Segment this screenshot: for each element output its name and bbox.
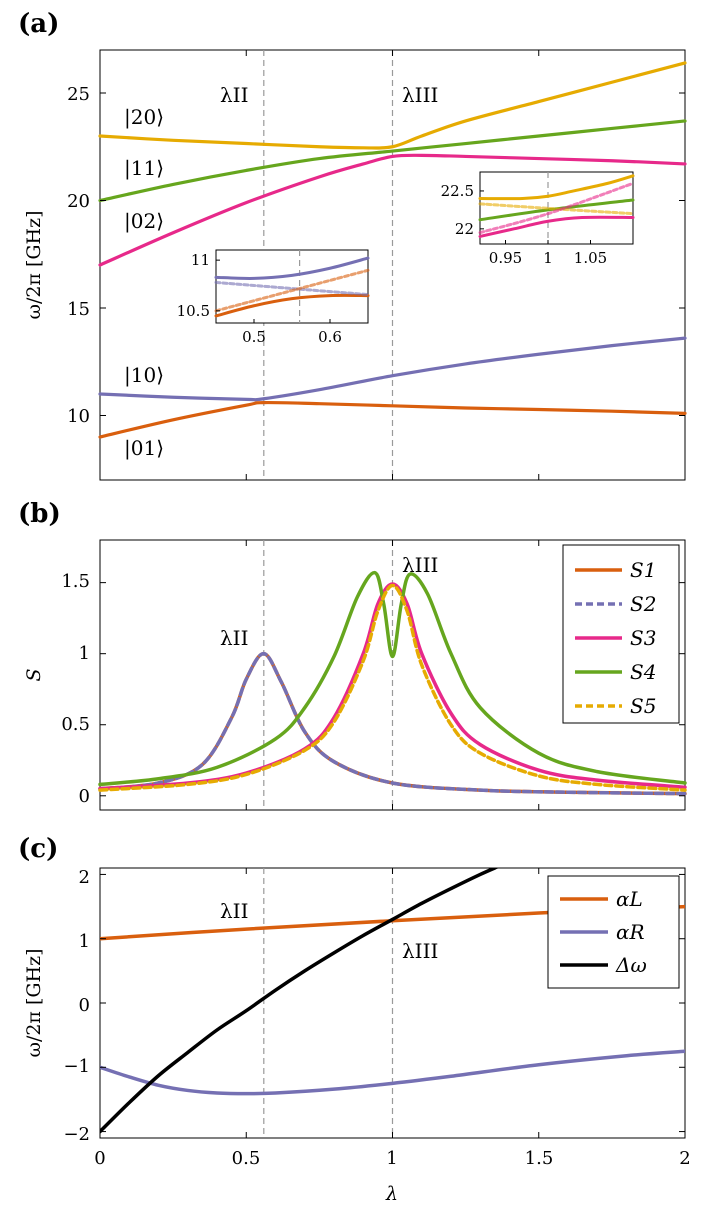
b-series-S4 <box>98 570 687 787</box>
inset1-series-2 <box>214 280 370 297</box>
inset2-series-3 <box>478 202 635 216</box>
a-series-dashed-2 <box>99 154 686 266</box>
panel-a-label: (a) <box>18 9 59 39</box>
inset1-ytick-label-1: 11 <box>191 251 210 269</box>
c-series-1 <box>100 1049 685 1096</box>
inset1-xtick-label-0: 0.5 <box>242 328 266 346</box>
inset-right: 0.95 1 1.05 22 22.5 <box>441 171 635 267</box>
panel-b: 0 0.5 1 1.5 S λII λIII S1 S2 S3 S4 S5 <box>23 539 687 811</box>
inset2-ytick-label-0: 22 <box>455 220 474 238</box>
inset2-series-1 <box>478 198 635 222</box>
ket-02-label: |02⟩ <box>124 209 164 234</box>
c-xtick-1.5: 1.5 <box>525 1148 554 1169</box>
c-xtick-2: 2 <box>679 1148 690 1169</box>
inset1-series-0 <box>214 256 370 280</box>
c-xtick-1: 1 <box>386 1148 397 1169</box>
c-ytick-1: 1 <box>79 931 90 952</box>
c-xtick-0.5: 0.5 <box>232 1148 261 1169</box>
ket-10-label: |10⟩ <box>124 363 164 388</box>
c-ytick-2: 2 <box>79 867 90 888</box>
b-ylabel: S <box>23 668 45 681</box>
inset-left: 0.5 0.6 10.5 11 <box>177 249 370 346</box>
b-legend-label-S3: S3 <box>630 626 656 650</box>
a-lambda-ii: λII <box>220 83 248 107</box>
c-lambda-ii: λII <box>220 899 248 923</box>
inset1-ytick-label-0: 10.5 <box>177 302 210 320</box>
c-ylabel: ω/2π [GHz] <box>23 948 45 1057</box>
b-legend-label-S4: S4 <box>630 660 656 684</box>
inset2-series-0 <box>478 174 635 201</box>
a-series-dashed-1 <box>99 120 686 202</box>
panel-a: 10 15 20 25 ω/2π [GHz] λII λIII |20⟩ |11… <box>23 49 687 481</box>
inset2-xtick-label-1: 1 <box>543 249 553 267</box>
b-ytick-0.5: 0.5 <box>61 714 90 735</box>
b-series-S2 <box>98 651 687 796</box>
ket-20-label: |20⟩ <box>124 105 164 130</box>
c-legend-label-0: αL <box>616 887 643 911</box>
a-ytick-25: 25 <box>67 84 90 105</box>
c-ytick-0: 0 <box>79 995 90 1016</box>
ket-01-label: |01⟩ <box>124 436 164 461</box>
c-legend-label-1: αR <box>616 920 645 944</box>
b-ytick-0: 0 <box>79 786 90 807</box>
inset1-xtick-label-1: 0.6 <box>318 328 342 346</box>
a-ytick-15: 15 <box>67 299 90 320</box>
b-legend: S1 S2 S3 S4 S5 <box>562 544 680 724</box>
c-legend: αL αR Δω <box>547 875 680 989</box>
inset2-xtick-label-0: 0.95 <box>489 249 522 267</box>
a-series-dashed-0 <box>99 62 686 149</box>
inset1-series-3 <box>214 268 370 313</box>
c-xtick-0: 0 <box>94 1148 105 1169</box>
b-lambda-ii: λII <box>220 626 248 650</box>
b-series-S5 <box>98 583 687 792</box>
b-ytick-1: 1 <box>79 643 90 664</box>
panel-c: −2 −1 0 1 2 0 0.5 1 1.5 2 ω/2π [GHz] λ λ… <box>23 867 691 1205</box>
inset2-series-4 <box>478 181 635 235</box>
b-ytick-1.5: 1.5 <box>61 571 90 592</box>
c-xlabel: λ <box>385 1183 398 1205</box>
a-series-dashed-3 <box>99 337 686 401</box>
inset2-series-2 <box>478 215 635 238</box>
panel-c-label: (c) <box>18 834 58 864</box>
inset2-ytick-label-1: 22.5 <box>441 182 474 200</box>
c-ytick-neg1: −1 <box>63 1056 90 1077</box>
ket-11-label: |11⟩ <box>124 156 164 181</box>
a-ylabel: ω/2π [GHz] <box>23 210 45 319</box>
inset-left-frame <box>215 249 369 324</box>
b-legend-box <box>562 544 680 724</box>
b-legend-label-S2: S2 <box>630 592 656 616</box>
a-lambda-iii: λIII <box>402 83 438 107</box>
b-lambda-iii: λIII <box>402 553 438 577</box>
a-ytick-10: 10 <box>67 406 90 427</box>
c-ytick-neg2: −2 <box>63 1124 90 1145</box>
a-series-dashed-4 <box>99 401 686 438</box>
inset1-series-1 <box>214 293 370 318</box>
c-legend-label-2: Δω <box>615 953 647 977</box>
a-ytick-20: 20 <box>67 191 90 212</box>
c-lambda-iii: λIII <box>402 939 438 963</box>
inset2-xtick-label-2: 1.05 <box>574 249 607 267</box>
b-legend-label-S5: S5 <box>630 694 656 718</box>
b-legend-label-S1: S1 <box>630 558 656 582</box>
c-series-2 <box>100 868 499 1134</box>
panel-b-label: (b) <box>18 499 61 529</box>
